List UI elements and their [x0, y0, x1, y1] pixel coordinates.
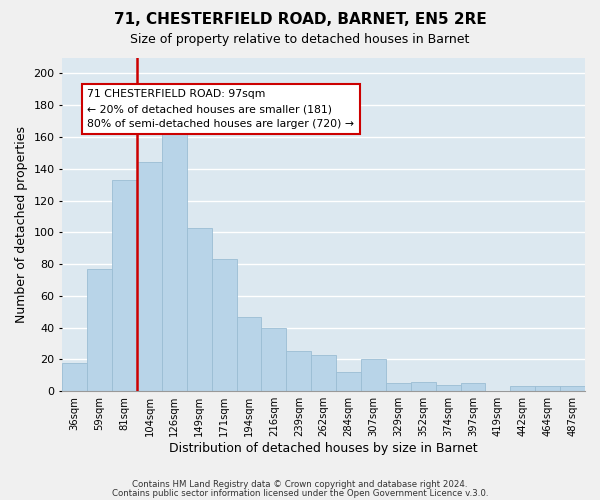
Bar: [535, 386, 560, 391]
X-axis label: Distribution of detached houses by size in Barnet: Distribution of detached houses by size …: [169, 442, 478, 455]
Bar: [187, 228, 212, 391]
Bar: [262, 328, 286, 391]
Bar: [236, 316, 262, 391]
Bar: [311, 354, 336, 391]
Bar: [336, 372, 361, 391]
Bar: [386, 384, 411, 391]
Bar: [112, 180, 137, 391]
Text: 71, CHESTERFIELD ROAD, BARNET, EN5 2RE: 71, CHESTERFIELD ROAD, BARNET, EN5 2RE: [113, 12, 487, 28]
Bar: [461, 384, 485, 391]
Bar: [137, 162, 162, 391]
Text: Size of property relative to detached houses in Barnet: Size of property relative to detached ho…: [130, 32, 470, 46]
Bar: [62, 362, 87, 391]
Bar: [436, 385, 461, 391]
Text: Contains public sector information licensed under the Open Government Licence v.: Contains public sector information licen…: [112, 489, 488, 498]
Bar: [560, 386, 585, 391]
Bar: [511, 386, 535, 391]
Text: 71 CHESTERFIELD ROAD: 97sqm
← 20% of detached houses are smaller (181)
80% of se: 71 CHESTERFIELD ROAD: 97sqm ← 20% of det…: [87, 90, 354, 129]
Text: Contains HM Land Registry data © Crown copyright and database right 2024.: Contains HM Land Registry data © Crown c…: [132, 480, 468, 489]
Bar: [286, 352, 311, 391]
Bar: [411, 382, 436, 391]
Y-axis label: Number of detached properties: Number of detached properties: [15, 126, 28, 323]
Bar: [87, 269, 112, 391]
Bar: [162, 130, 187, 391]
Bar: [361, 360, 386, 391]
Bar: [212, 260, 236, 391]
